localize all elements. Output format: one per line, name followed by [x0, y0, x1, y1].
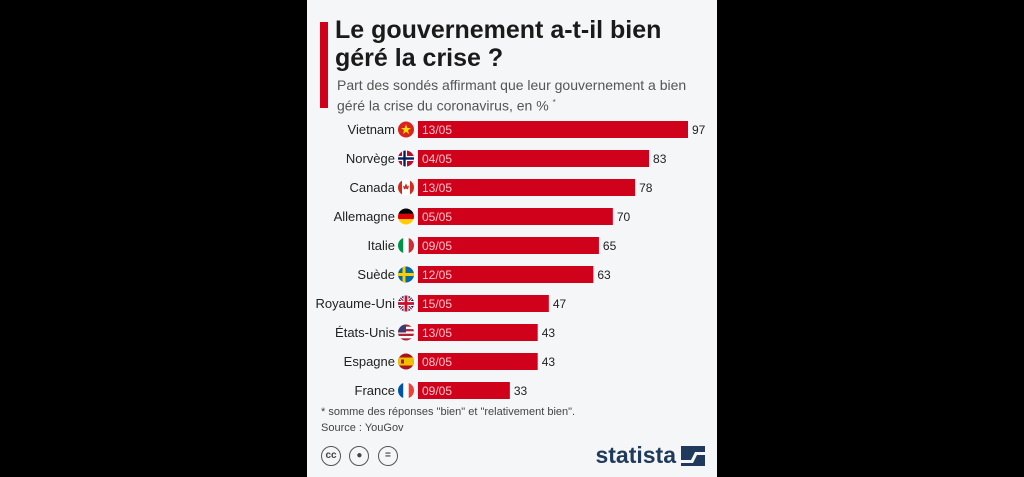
bar [418, 382, 510, 399]
bar-date-label: 13/05 [422, 181, 452, 195]
value-label: 33 [514, 384, 528, 398]
category-label: Allemagne [334, 209, 395, 224]
category-label: Vietnam [348, 122, 395, 137]
uk-flag-icon [398, 295, 414, 312]
bar [418, 353, 538, 370]
value-label: 43 [542, 355, 556, 369]
category-label: Suède [357, 267, 395, 282]
category-label: États-Unis [335, 325, 395, 340]
brand-name: statista [595, 442, 676, 468]
usa-flag-icon [398, 324, 414, 341]
bar-date-label: 09/05 [422, 384, 452, 398]
bar [418, 179, 636, 196]
nd-icon[interactable]: = [377, 446, 398, 466]
footnote: * somme des réponses "bien" et "relative… [321, 406, 576, 418]
bar-date-label: 12/05 [422, 268, 452, 282]
vietnam-flag-icon [398, 121, 414, 138]
bar [418, 121, 688, 138]
bar [418, 150, 650, 167]
cc-icon[interactable]: cc [321, 446, 341, 466]
subtitle-text: Part des sondés affirmant que leur gouve… [337, 77, 687, 114]
bar-date-label: 05/05 [422, 210, 452, 224]
bar [418, 237, 599, 254]
infographic-card: Le gouvernement a-t-il bien géré la cris… [307, 0, 717, 477]
value-label: 47 [553, 297, 567, 311]
category-label: Norvège [346, 151, 395, 166]
value-label: 65 [603, 239, 617, 253]
bar-chart: Vietnam 13/05 97 Norvège 04/05 83 Canada 13/05 7… [316, 121, 706, 399]
value-label: 97 [692, 123, 706, 137]
bar [418, 208, 613, 225]
bar-date-label: 13/05 [422, 326, 452, 340]
accent-bar [320, 22, 328, 108]
value-label: 78 [639, 181, 653, 195]
value-label: 43 [542, 326, 556, 340]
value-label: 83 [653, 152, 667, 166]
category-label: Italie [368, 238, 395, 253]
chart-subtitle: Part des sondés affirmant que leur gouve… [337, 77, 697, 115]
bar [418, 324, 538, 341]
statista-logo[interactable]: statista [595, 442, 705, 469]
bar-date-label: 09/05 [422, 239, 452, 253]
chart-title: Le gouvernement a-t-il bien géré la cris… [335, 16, 662, 72]
sweden-flag-icon [398, 266, 414, 283]
bar [418, 295, 549, 312]
subtitle-footnote-mark: * [552, 98, 556, 107]
bar [418, 266, 594, 283]
category-label: Canada [349, 180, 395, 195]
bar-date-label: 08/05 [422, 355, 452, 369]
value-label: 70 [617, 210, 631, 224]
germany-flag-icon [398, 208, 414, 225]
category-label: Royaume-Uni [316, 296, 396, 311]
statista-logo-icon [681, 445, 705, 466]
bar-date-label: 15/05 [422, 297, 452, 311]
category-label: France [355, 383, 395, 398]
bar-date-label: 13/05 [422, 123, 452, 137]
category-label: Espagne [344, 354, 395, 369]
bar-date-label: 04/05 [422, 152, 452, 166]
by-icon[interactable]: ● [349, 446, 370, 466]
source-note: Source : YouGov [321, 422, 404, 434]
canada-flag-icon [398, 179, 414, 196]
norway-flag-icon [398, 150, 414, 167]
license-icons: cc ● = [321, 446, 402, 466]
spain-flag-icon [398, 353, 414, 370]
value-label: 63 [597, 268, 611, 282]
france-flag-icon [398, 382, 414, 399]
italy-flag-icon [398, 237, 414, 254]
